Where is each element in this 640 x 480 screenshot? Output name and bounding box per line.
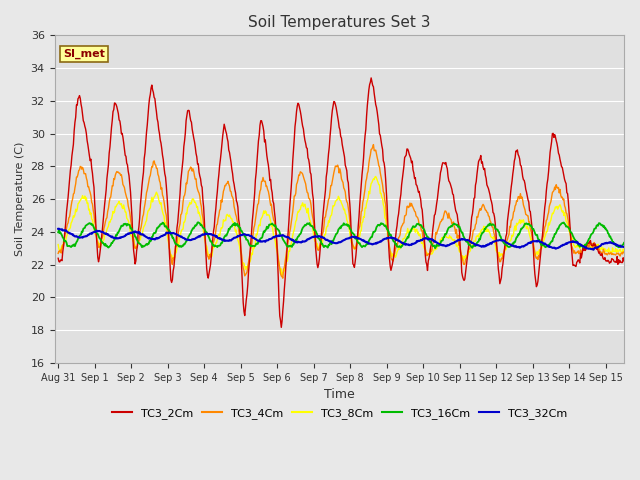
Title: Soil Temperatures Set 3: Soil Temperatures Set 3 xyxy=(248,15,431,30)
Text: SI_met: SI_met xyxy=(63,48,105,59)
Y-axis label: Soil Temperature (C): Soil Temperature (C) xyxy=(15,142,25,256)
X-axis label: Time: Time xyxy=(324,388,355,401)
Legend: TC3_2Cm, TC3_4Cm, TC3_8Cm, TC3_16Cm, TC3_32Cm: TC3_2Cm, TC3_4Cm, TC3_8Cm, TC3_16Cm, TC3… xyxy=(108,403,572,423)
